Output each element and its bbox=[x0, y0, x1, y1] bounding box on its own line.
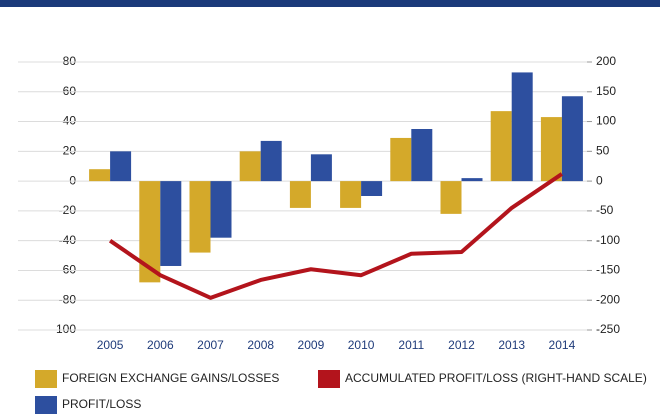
x-tick-label: 2011 bbox=[398, 338, 424, 352]
x-tick-label: 2008 bbox=[247, 338, 274, 352]
y2-tick-label: 50 bbox=[596, 144, 610, 158]
y-tick-label: -20 bbox=[59, 203, 77, 217]
bar bbox=[440, 181, 462, 214]
y2-tick-label: 150 bbox=[596, 84, 616, 98]
bar bbox=[310, 154, 332, 182]
bar bbox=[160, 181, 182, 266]
bar bbox=[561, 96, 583, 182]
y-tick-label: 40 bbox=[63, 114, 77, 128]
bar bbox=[390, 137, 412, 182]
x-tick-label: 2012 bbox=[448, 338, 475, 352]
x-tick-label: 2014 bbox=[549, 338, 576, 352]
bar bbox=[340, 181, 362, 208]
y-tick-label: -60 bbox=[59, 263, 77, 277]
x-tick-label: 2010 bbox=[348, 338, 375, 352]
bar bbox=[289, 181, 311, 208]
y-tick-label: 20 bbox=[63, 144, 77, 158]
x-tick-label: 2005 bbox=[97, 338, 124, 352]
y2-tick-label: 0 bbox=[596, 173, 603, 187]
y2-tick-label: 100 bbox=[596, 114, 616, 128]
y-tick-label: 60 bbox=[63, 84, 77, 98]
y2-tick-label: -250 bbox=[596, 322, 620, 336]
bar bbox=[89, 169, 111, 182]
x-tick-label: 2009 bbox=[298, 338, 325, 352]
bar bbox=[189, 181, 211, 253]
bar bbox=[361, 181, 383, 196]
top-band bbox=[0, 0, 660, 7]
bar bbox=[210, 181, 232, 238]
bar bbox=[490, 111, 512, 182]
y-tick-label: -40 bbox=[59, 233, 77, 247]
bar bbox=[239, 151, 261, 182]
legend-label: ACCUMULATED PROFIT/LOSS (RIGHT-HAND SCAL… bbox=[345, 371, 647, 385]
y2-tick-label: -50 bbox=[596, 203, 614, 217]
legend-swatch bbox=[318, 370, 340, 388]
legend-swatch bbox=[35, 370, 57, 388]
bar bbox=[540, 117, 562, 182]
y-tick-label: -100 bbox=[52, 322, 76, 336]
y-tick-label: -80 bbox=[59, 292, 77, 306]
y-tick-label: 0 bbox=[69, 173, 76, 187]
legend-swatch bbox=[35, 396, 57, 414]
bar bbox=[110, 151, 132, 182]
line bbox=[108, 172, 564, 300]
bar bbox=[411, 129, 433, 182]
y2-tick-label: -150 bbox=[596, 263, 620, 277]
y2-tick-label: -200 bbox=[596, 292, 620, 306]
bar bbox=[139, 181, 161, 283]
x-tick-label: 2007 bbox=[197, 338, 224, 352]
x-tick-label: 2006 bbox=[147, 338, 174, 352]
legend-label: FOREIGN EXCHANGE GAINS/LOSSES bbox=[62, 371, 279, 385]
x-tick-label: 2013 bbox=[498, 338, 525, 352]
bar bbox=[260, 140, 282, 182]
bar bbox=[461, 178, 483, 182]
legend-label: PROFIT/LOSS bbox=[62, 397, 141, 411]
bar bbox=[511, 72, 533, 182]
y2-tick-label: -100 bbox=[596, 233, 620, 247]
y-tick-label: 80 bbox=[63, 54, 77, 68]
y2-tick-label: 200 bbox=[596, 54, 616, 68]
